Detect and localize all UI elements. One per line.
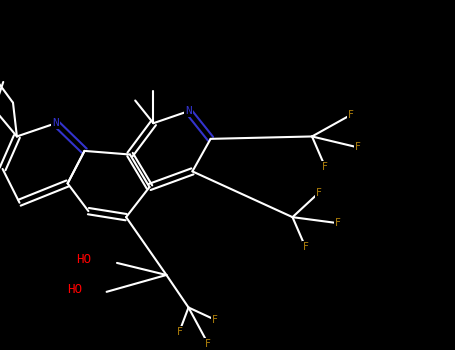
Text: F: F xyxy=(303,242,308,252)
Text: F: F xyxy=(212,315,217,324)
Text: HO: HO xyxy=(67,283,82,296)
Text: F: F xyxy=(322,162,328,172)
Text: N: N xyxy=(52,118,59,128)
Text: HO: HO xyxy=(76,253,91,266)
Text: F: F xyxy=(348,110,354,120)
Text: N: N xyxy=(185,106,192,116)
Text: F: F xyxy=(354,142,360,152)
Text: F: F xyxy=(316,188,321,198)
Text: F: F xyxy=(335,218,341,228)
Text: F: F xyxy=(177,327,182,337)
Text: F: F xyxy=(205,338,211,349)
